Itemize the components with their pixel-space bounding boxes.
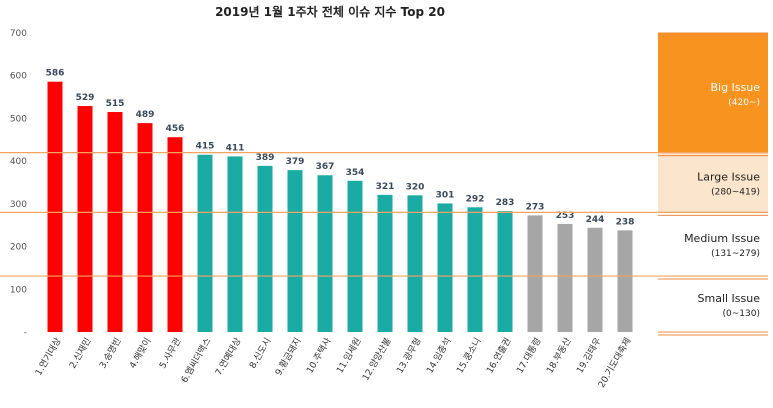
bar [527,215,543,332]
bar [287,170,303,332]
legend-band-name: Small Issue [698,292,761,305]
category-label: 14.임종석 [424,336,454,376]
legend-band-name: Big Issue [710,81,760,94]
y-tick-label: 600 [10,72,27,82]
bar-value-label: 320 [406,182,425,192]
bars: 586 1.연기대상 529 2.신재민 515 3.송명빈 489 4.해맞이 456 5.사무… [33,69,634,390]
chart-title: 2019년 1월 1주차 전체 이슈 지수 Top 20 [215,4,445,19]
legend-bands: Big Issue (420~) Large Issue (280~419) Mediu… [658,32,768,336]
bar [557,223,573,332]
bar-value-label: 529 [76,93,95,103]
bar [437,203,453,332]
category-label: 18.부동산 [544,336,573,375]
bar-value-label: 415 [196,142,215,152]
bar [167,137,183,332]
bar [377,194,393,332]
bar-value-label: 489 [136,110,155,120]
bar [137,123,153,333]
bar [587,227,603,332]
legend-band-bg [658,212,768,277]
bar-value-label: 244 [586,215,605,225]
bar-value-label: 283 [496,198,515,208]
category-label: 7.연예대상 [213,336,243,378]
bar [407,195,423,332]
legend-band-range: (131~279) [711,249,760,259]
bar [467,207,483,332]
bar-value-label: 379 [286,157,305,167]
bar [77,106,93,332]
legend-band-range: (420~) [728,98,760,108]
y-tick-label: 200 [10,243,27,253]
category-label: 12.양양산불 [360,336,393,383]
category-label: 1.연기대상 [33,336,63,378]
category-label: 15.쿵소니 [454,336,483,375]
bar-value-label: 367 [316,162,335,172]
y-tick-label: 700 [10,29,27,39]
threshold-lines [0,152,768,277]
bar-value-label: 586 [46,69,65,79]
bar-value-label: 321 [376,182,395,192]
y-tick-label: 500 [10,114,27,124]
legend-band-bg [658,276,768,332]
legend-band-range: (280~419) [711,188,760,198]
category-label: 2.신재민 [67,336,93,370]
y-tick-label: - [24,328,27,338]
legend-band-bg [658,33,768,153]
category-label: 16.연출권 [484,336,514,376]
category-label: 13.광무형 [394,336,424,376]
bar-value-label: 238 [616,217,635,227]
category-label: 5.사무관 [157,336,183,370]
legend-band-bg [658,152,768,213]
bar [107,112,123,333]
legend-band-name: Medium Issue [684,232,760,245]
bar [317,175,333,332]
category-label: 11.임세원 [334,336,364,376]
bar [197,154,213,332]
y-tick-label: 100 [10,285,27,295]
bar-value-label: 292 [466,194,485,204]
category-label: 17.대통령 [514,336,544,376]
bar [497,211,513,332]
y-axis: - 100 200 300 400 500 600 700 [10,29,27,338]
bar-value-label: 411 [226,143,245,153]
bar [257,165,273,332]
bar [617,230,633,332]
category-label: 8.신도시 [247,336,273,370]
category-label: 10.주택사 [304,335,333,375]
legend-band-name: Large Issue [697,171,760,184]
bar [47,81,63,333]
bar-value-label: 354 [346,168,365,178]
bar-value-label: 515 [106,99,125,109]
y-tick-label: 300 [10,200,27,210]
bar-value-label: 253 [556,211,575,221]
bar [347,180,363,332]
bar [227,156,243,332]
category-label: 19.김태우 [574,336,604,376]
bar-value-label: 301 [436,190,455,200]
category-label: 4.해맞이 [126,336,153,371]
bar-value-label: 456 [166,124,185,134]
category-label: 9.황금돼지 [273,336,303,378]
bar-value-label: 273 [526,202,545,212]
bar-value-label: 389 [256,153,275,163]
y-tick-label: 400 [10,157,27,167]
category-label: 3.송명빈 [97,336,123,370]
legend-band-range: (0~130) [723,309,760,319]
category-label: 6.엠씨더맥스 [178,336,213,385]
